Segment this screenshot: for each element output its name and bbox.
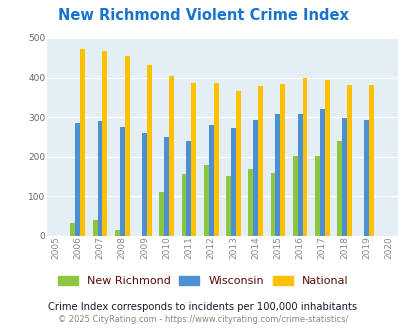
Bar (258, 86, 262, 236)
Bar (208, 125, 213, 236)
Bar (102, 50, 107, 236)
Bar (75, 123, 80, 236)
Bar (337, 141, 341, 236)
Bar (92, 220, 97, 236)
Bar (226, 176, 230, 236)
Bar (324, 80, 329, 236)
Text: New Richmond Violent Crime Index: New Richmond Violent Crime Index (58, 8, 347, 23)
Bar (169, 76, 174, 236)
Bar (275, 115, 279, 236)
Bar (124, 56, 129, 236)
Bar (191, 83, 196, 236)
Bar (297, 115, 302, 236)
Bar (279, 84, 284, 236)
Bar (363, 119, 368, 236)
Bar (115, 230, 119, 236)
Bar (248, 169, 253, 236)
Bar (186, 141, 191, 236)
Bar (203, 165, 208, 236)
Bar (314, 156, 319, 236)
Legend: New Richmond, Wisconsin, National: New Richmond, Wisconsin, National (53, 271, 352, 291)
Bar (253, 120, 258, 236)
Bar (80, 49, 85, 236)
Bar (270, 173, 275, 236)
Bar (181, 174, 186, 236)
Bar (230, 128, 235, 236)
Bar (213, 83, 218, 236)
Text: Crime Index corresponds to incidents per 100,000 inhabitants: Crime Index corresponds to incidents per… (48, 302, 357, 312)
Bar (235, 91, 240, 236)
Bar (319, 109, 324, 236)
Bar (164, 137, 169, 236)
Bar (142, 133, 147, 236)
Bar (341, 117, 346, 236)
Bar (368, 85, 373, 236)
Bar (70, 223, 75, 236)
Bar (147, 65, 151, 236)
Text: © 2025 CityRating.com - https://www.cityrating.com/crime-statistics/: © 2025 CityRating.com - https://www.city… (58, 315, 347, 324)
Bar (97, 121, 102, 236)
Bar (119, 127, 124, 236)
Bar (292, 156, 297, 236)
Bar (302, 78, 307, 236)
Bar (346, 85, 351, 236)
Bar (159, 192, 164, 236)
